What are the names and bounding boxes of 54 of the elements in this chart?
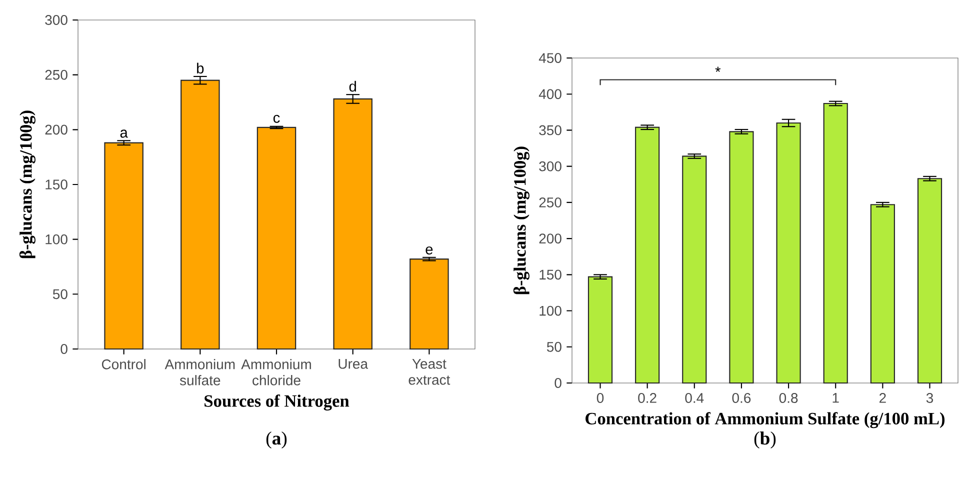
y-tick-label: 200 [539,234,562,244]
x-tick-label: Urea [338,359,368,369]
bar [917,178,942,384]
bar [180,80,220,350]
annotation: a [120,130,128,138]
y-tick-label: 350 [539,125,562,136]
bar [729,131,754,384]
y-tick-label: 150 [46,180,68,190]
text: (a) [266,432,287,448]
bar [588,276,613,384]
x-tick-label: 3 [926,393,934,403]
x-tick-label: 0 [596,393,604,403]
x-axis-title: Concentration of Ammonium Sulfate (g/100 mL) [586,412,945,428]
y-tick-label: 450 [538,53,562,63]
x-axis-title: Sources of Nitrogen [204,394,350,410]
bar [256,126,296,350]
bar [104,142,144,350]
bar [333,98,372,350]
y-tick-label: 50 [52,289,68,300]
y-tick-label: 300 [539,161,562,172]
y-tick-label: 100 [540,306,562,316]
bar [823,102,848,384]
x-tick-label: Ammonium chloride [241,359,311,386]
x-tick-label: 1 [832,393,839,403]
bar [776,122,801,384]
annotation: b [197,62,204,74]
x-tick-label: Control [102,359,146,370]
annotation: e [426,246,433,254]
y-tick-label: 250 [45,70,68,80]
x-tick-label: 2 [879,393,886,403]
text: (b) [754,432,776,448]
x-tick-label: 0.4 [685,393,704,403]
y-axis-title: β-glucans (mg/100g) [513,146,530,294]
x-tick-label: 0.8 [779,393,798,403]
annotation: * [715,66,721,72]
y-tick-label: 200 [45,124,68,135]
y-tick-label: 400 [538,89,562,100]
y-axis-title: β-glucans (mg/100g) [19,110,36,258]
y-tick-label: 0 [60,344,68,354]
y-tick-label: 250 [539,197,562,208]
x-tick-label: Yeast extract [408,359,450,385]
y-tick-label: 100 [46,234,68,244]
bar [635,126,660,384]
x-tick-label: Ammonium sulfate [164,359,235,386]
x-tick-label: 0.2 [638,393,656,403]
annotation: c [273,114,280,123]
annotation: d [349,80,356,92]
x-tick-label: 0.6 [732,393,751,403]
y-tick-label: 150 [540,270,562,280]
y-tick-label: 300 [45,15,68,25]
bar [410,258,449,350]
bar [870,204,895,384]
y-tick-label: 50 [546,342,562,352]
bar [682,156,707,384]
